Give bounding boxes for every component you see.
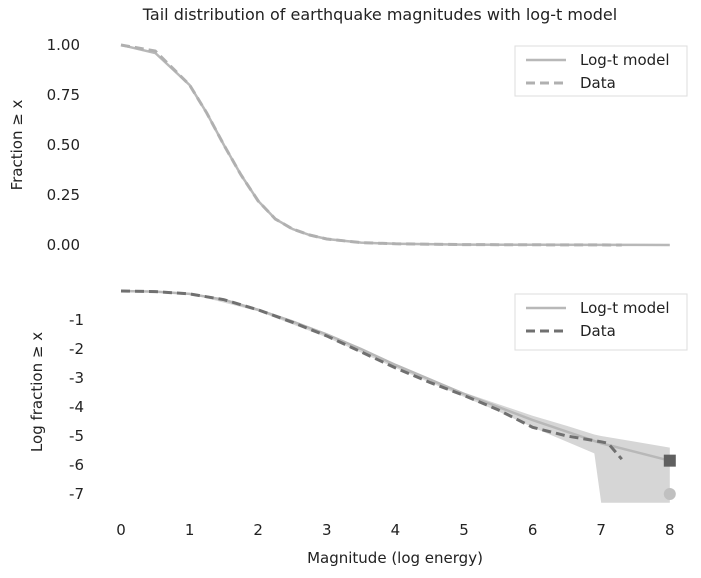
ytick-label: -3 (69, 369, 84, 387)
xtick-label: 2 (253, 521, 263, 539)
ytick-label: 0.50 (47, 136, 80, 154)
xtick-label: 5 (459, 521, 469, 539)
legend-label: Log-t model (580, 51, 670, 69)
xtick-label: 4 (391, 521, 401, 539)
circle-marker (663, 488, 676, 500)
ytick-label: -7 (69, 485, 84, 503)
xlabel: Magnitude (log energy) (307, 549, 483, 567)
xtick-label: 0 (116, 521, 126, 539)
xtick-label: 6 (528, 521, 538, 539)
ytick-label: -6 (69, 456, 84, 474)
square-marker (663, 454, 676, 467)
ytick-label: -4 (69, 398, 84, 416)
chart-title: Tail distribution of earthquake magnitud… (142, 5, 617, 24)
legend-box (514, 293, 688, 351)
ytick-label: -1 (69, 311, 84, 329)
ytick-label: 0.00 (47, 236, 80, 254)
ytick-label: -2 (69, 340, 84, 358)
ytick-label: -5 (69, 427, 84, 445)
xtick-label: 3 (322, 521, 332, 539)
xtick-label: 1 (185, 521, 195, 539)
ytick-label: 1.00 (47, 36, 80, 54)
confidence-band (121, 291, 670, 503)
legend-box (514, 45, 688, 97)
top-ylabel: Fraction ≥ x (8, 99, 26, 190)
legend-label: Data (580, 322, 616, 340)
series-line-data (120, 289, 623, 461)
ytick-label: 0.75 (47, 86, 80, 104)
legend-label: Data (580, 74, 616, 92)
bottom-ylabel: Log fraction ≥ x (28, 332, 46, 452)
xtick-label: 8 (665, 521, 675, 539)
series-line-data (120, 43, 622, 247)
xtick-label: 7 (596, 521, 606, 539)
legend-label: Log-t model (580, 299, 670, 317)
ytick-label: 0.25 (47, 186, 80, 204)
